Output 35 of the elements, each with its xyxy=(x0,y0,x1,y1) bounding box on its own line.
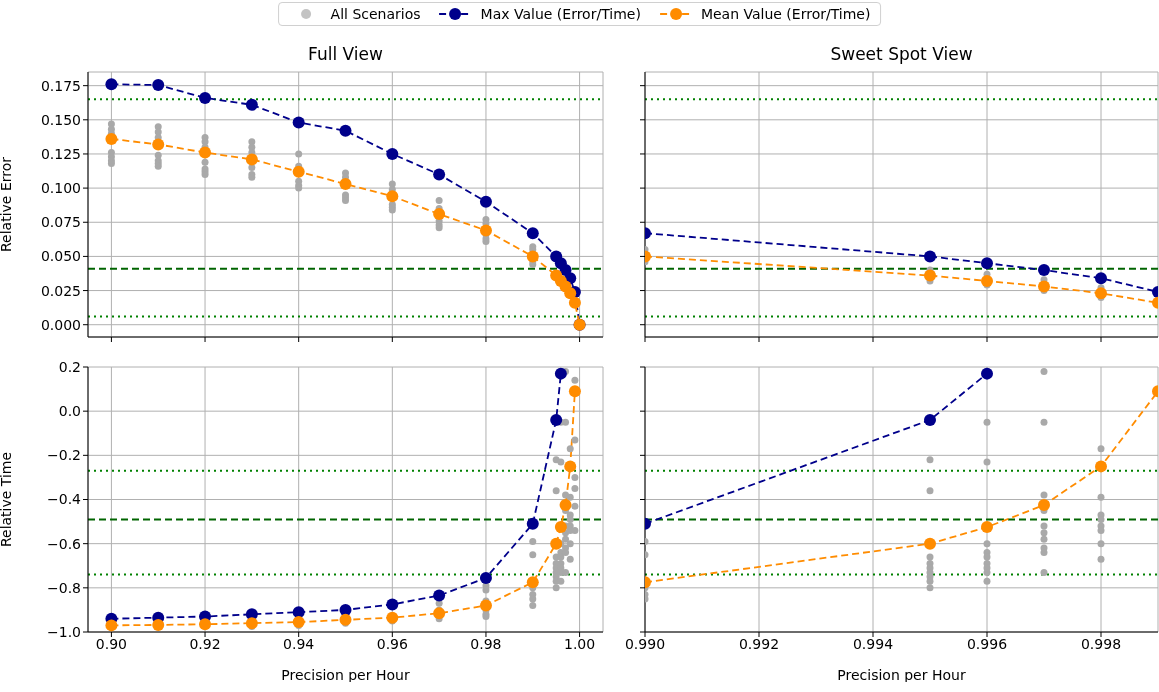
x-tick-label: 1.00 xyxy=(564,635,596,652)
y-tick-label: −0.4 xyxy=(47,491,82,508)
x-tick-label: 0.998 xyxy=(1080,635,1122,652)
x-tick-label: 0.990 xyxy=(624,635,666,652)
x-tick-label: 0.98 xyxy=(470,635,502,652)
y-tick-label: 0.175 xyxy=(40,77,81,94)
x-tick-label: 0.90 xyxy=(95,635,127,652)
y-tick-label: 0.2 xyxy=(58,358,81,375)
x-axis-title: Precision per Hour xyxy=(837,667,966,683)
y-axis-title: Relative Time xyxy=(0,451,14,548)
x-tick-label: 0.994 xyxy=(852,635,894,652)
y-tick-label: 0.150 xyxy=(40,111,81,128)
y-tick-label: 0.025 xyxy=(40,282,81,299)
x-axis-title: Precision per Hour xyxy=(281,667,410,683)
y-tick-label: −0.2 xyxy=(47,447,81,464)
legend-label: Mean Value (Error/Time) xyxy=(700,6,871,22)
x-tick-label: 0.996 xyxy=(966,635,1008,652)
y-tick-label: −0.8 xyxy=(47,579,81,596)
y-tick-label: 0.050 xyxy=(40,248,81,265)
y-tick-label: −1.0 xyxy=(47,623,81,640)
y-tick-label: 0.125 xyxy=(40,145,81,162)
y-tick-label: 0.000 xyxy=(40,316,81,333)
y-axis-title: Relative Error xyxy=(0,156,14,253)
y-tick-label: −0.6 xyxy=(47,535,82,552)
legend-label: All Scenarios xyxy=(330,6,421,22)
legend-label: Max Value (Error/Time) xyxy=(480,6,641,22)
y-tick-label: 0.0 xyxy=(58,403,81,420)
chart-title: Full View xyxy=(307,44,384,64)
chart-title: Sweet Spot View xyxy=(829,44,974,64)
y-tick-label: 0.075 xyxy=(40,214,81,231)
x-tick-label: 0.94 xyxy=(283,635,315,652)
y-tick-label: 0.100 xyxy=(40,180,81,197)
x-tick-label: 0.92 xyxy=(189,635,221,652)
x-tick-label: 0.96 xyxy=(376,635,408,652)
x-tick-label: 0.992 xyxy=(738,635,780,652)
